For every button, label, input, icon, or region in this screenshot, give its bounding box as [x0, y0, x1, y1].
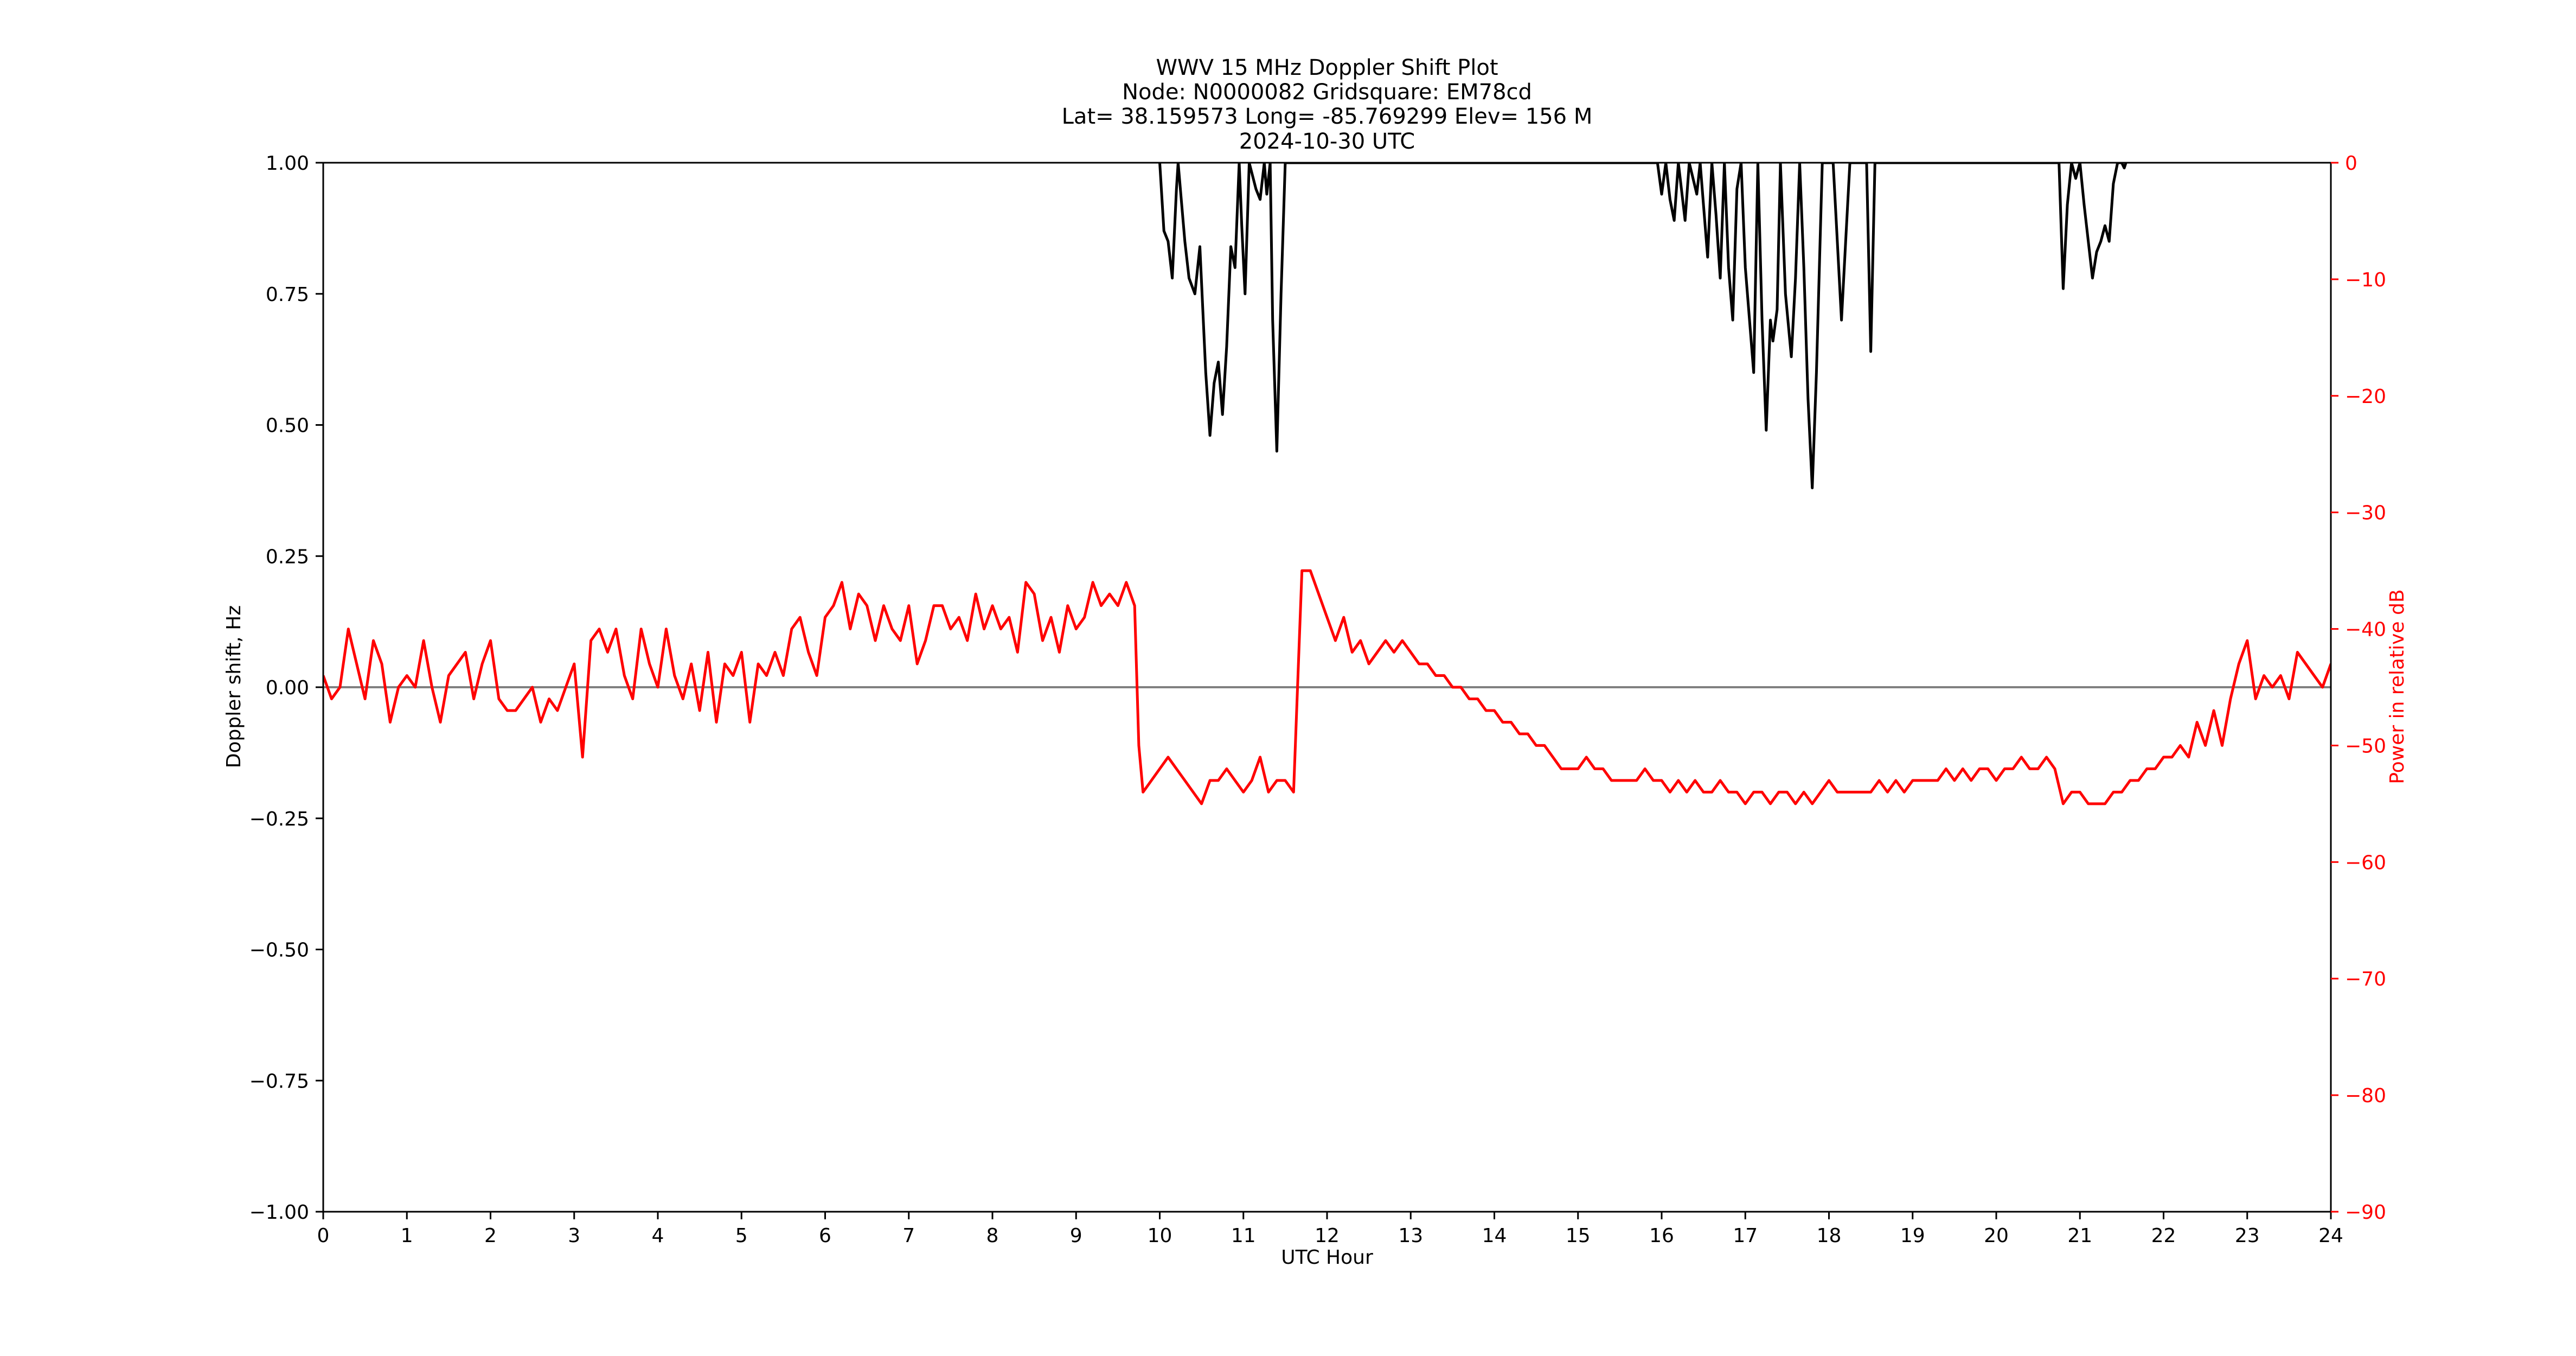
x-tick-label: 5 [735, 1225, 748, 1247]
x-tick-label: 17 [1733, 1225, 1758, 1247]
x-tick-label: 4 [652, 1225, 664, 1247]
x-tick-label: 12 [1315, 1225, 1340, 1247]
y2-tick-label: −10 [2345, 269, 2386, 291]
y-tick-label: 0.25 [266, 546, 309, 568]
y2-tick-label: −90 [2345, 1201, 2386, 1224]
x-tick-label: 11 [1231, 1225, 1256, 1247]
y2-tick-label: −30 [2345, 502, 2386, 525]
x-tick-label: 16 [1649, 1225, 1674, 1247]
y2-tick-label: −80 [2345, 1085, 2386, 1107]
x-tick-label: 10 [1148, 1225, 1172, 1247]
x-tick-label: 21 [2067, 1225, 2092, 1247]
x-tick-label: 9 [1070, 1225, 1082, 1247]
plot-area [322, 162, 2332, 1213]
y2-tick-label: −60 [2345, 852, 2386, 874]
x-tick-label: 13 [1398, 1225, 1423, 1247]
x-tick-label: 14 [1482, 1225, 1507, 1247]
y2-tick-label: 0 [2345, 152, 2357, 175]
x-tick-label: 19 [1900, 1225, 1925, 1247]
x-axis-label: UTC Hour [1281, 1246, 1373, 1269]
y2-axis-label: Power in relative dB [2386, 589, 2408, 784]
y2-axis-ticks: −90 −80 −70 −60 −50 −40 −30 −20 −10 0 [2331, 152, 2386, 1224]
x-tick-label: 0 [317, 1225, 330, 1247]
x-tick-label: 8 [986, 1225, 999, 1247]
x-tick-label: 24 [2318, 1225, 2343, 1247]
x-tick-label: 23 [2235, 1225, 2260, 1247]
title-line-3: Lat= 38.159573 Long= -85.769299 Elev= 15… [1062, 104, 1593, 129]
y-axis-label: Doppler shift, Hz [223, 605, 245, 768]
doppler-shift-series [1158, 163, 2128, 489]
y-tick-label: −1.00 [249, 1201, 309, 1224]
x-axis-ticks: 0 1 2 3 4 5 6 7 8 9 10 11 12 13 14 15 16 17 18 19 20 21 22 23 24 [317, 1212, 2343, 1247]
x-tick-label: 2 [484, 1225, 497, 1247]
x-tick-label: 1 [401, 1225, 413, 1247]
y-tick-label: 0.75 [266, 284, 309, 306]
title-line-1: WWV 15 MHz Doppler Shift Plot [1156, 55, 1498, 80]
y-tick-label: 0.50 [266, 415, 309, 437]
power-db-series [323, 569, 2331, 805]
x-tick-label: 20 [1984, 1225, 2009, 1247]
x-tick-label: 7 [902, 1225, 915, 1247]
title-line-4: 2024-10-30 UTC [1239, 129, 1415, 154]
y-tick-label: −0.50 [249, 939, 309, 962]
y2-tick-label: −40 [2345, 619, 2386, 641]
y-tick-label: 0.00 [266, 677, 309, 699]
y-axis-ticks: −1.00 −0.75 −0.50 −0.25 0.00 0.25 0.50 0.75 1.00 [249, 152, 323, 1224]
title-line-2: Node: N0000082 Gridsquare: EM78cd [1122, 80, 1532, 105]
chart-title: WWV 15 MHz Doppler Shift Plot Node: N000… [1062, 55, 1593, 154]
y2-tick-label: −50 [2345, 735, 2386, 757]
y-tick-label: −0.25 [249, 808, 309, 830]
x-tick-label: 22 [2151, 1225, 2176, 1247]
y-tick-label: 1.00 [266, 152, 309, 175]
x-tick-label: 3 [568, 1225, 580, 1247]
x-tick-label: 6 [819, 1225, 831, 1247]
x-tick-label: 15 [1566, 1225, 1591, 1247]
y2-tick-label: −70 [2345, 968, 2386, 990]
y2-tick-label: −20 [2345, 386, 2386, 408]
x-tick-label: 18 [1817, 1225, 1842, 1247]
y-tick-label: −0.75 [249, 1070, 309, 1092]
